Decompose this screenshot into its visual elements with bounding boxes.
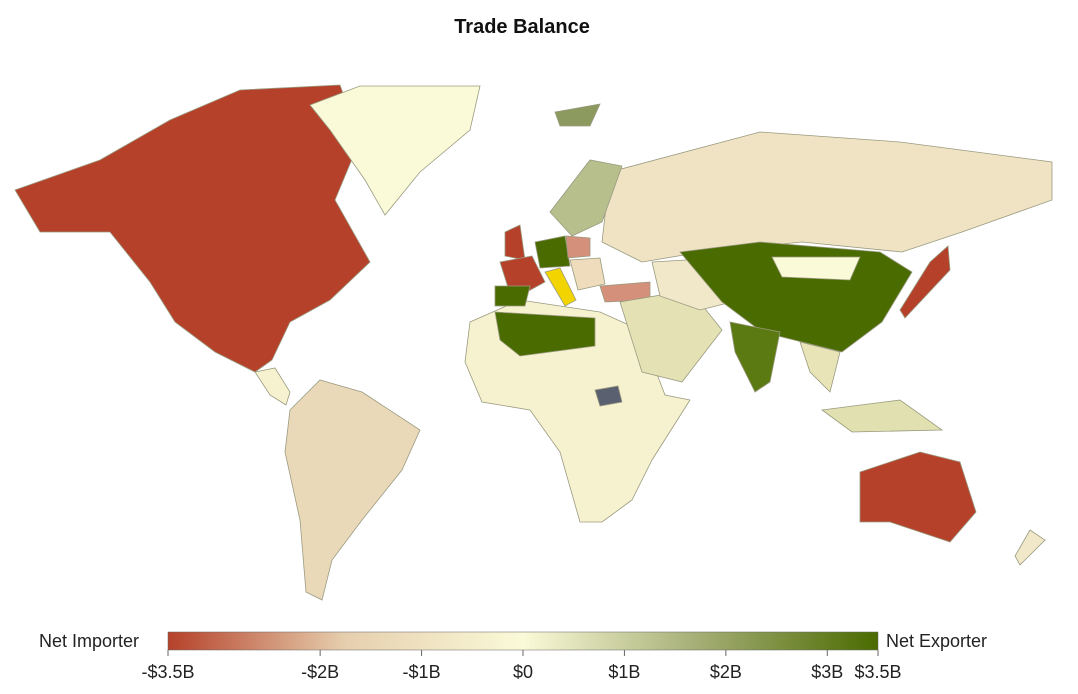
north-america bbox=[14, 84, 371, 373]
tick-label: -$2B bbox=[301, 662, 339, 682]
chart-title: Trade Balance bbox=[454, 16, 590, 38]
uk bbox=[504, 224, 526, 261]
central-america bbox=[254, 367, 291, 406]
new-zealand bbox=[1014, 529, 1046, 566]
poland bbox=[565, 235, 591, 259]
south-america bbox=[284, 379, 421, 601]
tick-label: $2B bbox=[710, 662, 742, 682]
germany bbox=[534, 235, 571, 269]
svalbard bbox=[554, 103, 601, 127]
color-scale bbox=[167, 631, 879, 651]
mongolia bbox=[771, 256, 861, 281]
spain bbox=[494, 285, 531, 307]
balkans bbox=[569, 257, 606, 291]
russia bbox=[601, 131, 1053, 263]
tick-label: $1B bbox=[608, 662, 640, 682]
legend-right-label: Net Exporter bbox=[886, 631, 987, 651]
italy bbox=[544, 267, 577, 307]
south-sudan bbox=[594, 385, 623, 407]
tick-label: $3.5B bbox=[854, 662, 901, 682]
japan bbox=[899, 245, 951, 319]
india bbox=[729, 321, 781, 393]
legend-left-label: Net Importer bbox=[39, 631, 139, 651]
tick-label: -$1B bbox=[403, 662, 441, 682]
tick-label: $3B bbox=[811, 662, 843, 682]
north-africa bbox=[494, 311, 596, 357]
tick-label: -$3.5B bbox=[141, 662, 194, 682]
scandinavia bbox=[549, 159, 623, 237]
world-map bbox=[14, 84, 1053, 601]
australia bbox=[859, 451, 977, 543]
indonesia bbox=[820, 399, 944, 433]
southeast-asia bbox=[799, 341, 841, 393]
tick-label: $0 bbox=[513, 662, 533, 682]
greenland bbox=[309, 85, 481, 216]
